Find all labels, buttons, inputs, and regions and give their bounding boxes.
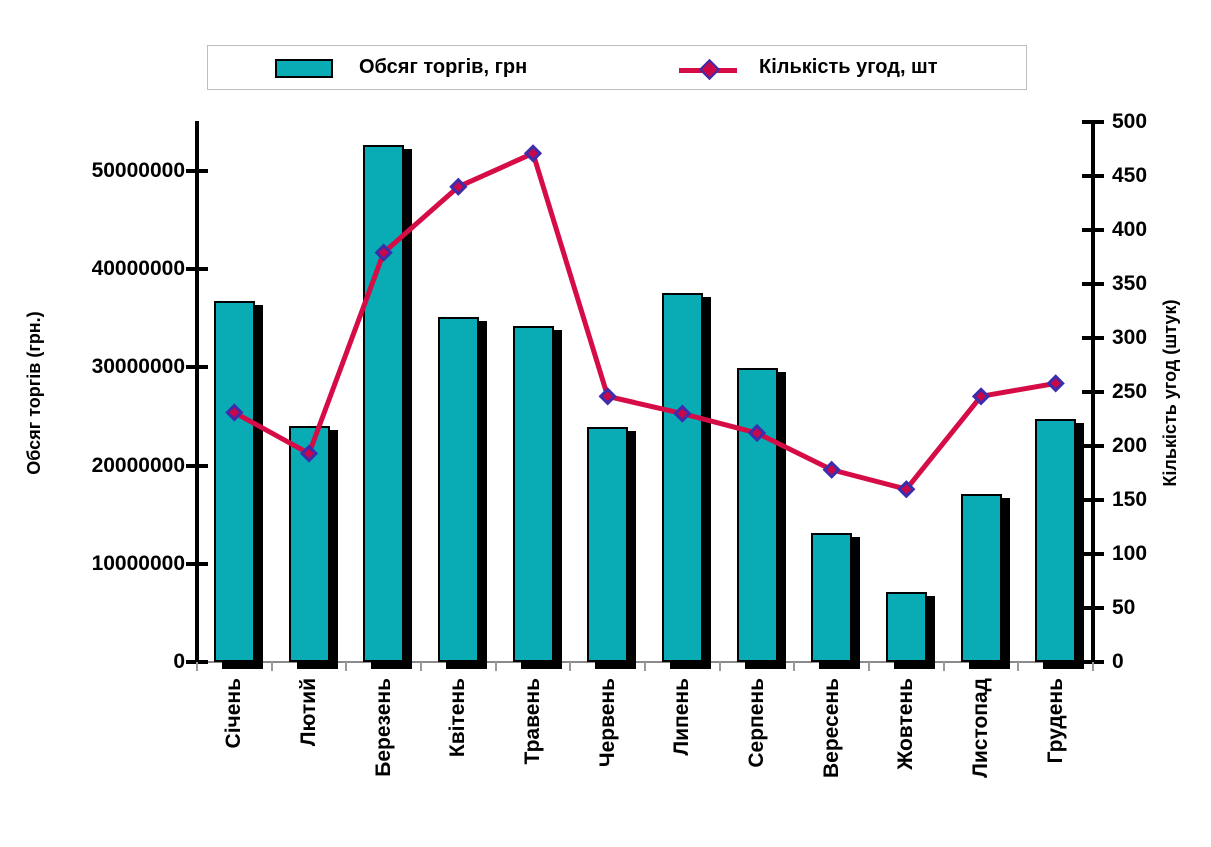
right-tick-label: 200 xyxy=(1112,434,1148,457)
category-tick xyxy=(793,662,796,671)
volume-bar xyxy=(736,368,778,662)
right-axis-tick xyxy=(1082,336,1104,340)
right-axis-tick xyxy=(1082,444,1104,448)
category-tick xyxy=(494,662,497,671)
category-tick xyxy=(345,662,348,671)
deals-marker xyxy=(523,144,543,163)
deals-marker xyxy=(449,177,468,196)
category-tick xyxy=(942,662,945,671)
right-axis-tick xyxy=(1082,390,1104,394)
volume-bar xyxy=(1035,419,1077,662)
deals-marker xyxy=(374,243,393,262)
deals-marker xyxy=(822,460,841,479)
left-axis-tick xyxy=(186,561,208,566)
left-tick-label: 10000000 xyxy=(91,551,185,575)
volume-bar xyxy=(437,317,479,662)
left-tick-label: 30000000 xyxy=(91,355,185,379)
volume-bar xyxy=(960,494,1002,662)
category-tick xyxy=(420,662,422,671)
left-axis-tick xyxy=(186,169,208,174)
left-axis-tick xyxy=(186,463,208,468)
legend-label-deals: Кількість угод, шт xyxy=(759,56,938,78)
right-tick-label: 0 xyxy=(1112,650,1124,673)
volume-bar xyxy=(885,592,927,662)
right-tick-label: 50 xyxy=(1112,596,1136,619)
category-tick xyxy=(569,662,572,671)
deals-marker xyxy=(673,404,692,423)
left-tick-label: 40000000 xyxy=(91,257,185,281)
right-tick-label: 300 xyxy=(1112,326,1148,349)
deals-marker xyxy=(1046,374,1065,393)
volume-bar xyxy=(661,292,703,662)
bar-swatch-icon xyxy=(275,59,333,78)
right-tick-label: 150 xyxy=(1112,488,1148,511)
deals-marker xyxy=(747,423,767,443)
category-tick xyxy=(868,662,870,671)
deals-marker xyxy=(299,444,319,463)
right-tick-label: 450 xyxy=(1112,164,1148,187)
right-axis-tick xyxy=(1082,606,1104,610)
category-tick xyxy=(196,662,198,671)
left-tick-label: 50000000 xyxy=(91,159,185,183)
right-tick-label: 350 xyxy=(1112,272,1148,295)
right-axis-tick xyxy=(1082,228,1104,232)
category-tick xyxy=(1017,662,1020,671)
volume-bar xyxy=(288,426,330,662)
chart-legend: Обсяг торгів, грн Кількість угод, шт xyxy=(207,45,1027,90)
category-tick xyxy=(1092,662,1094,671)
deals-marker xyxy=(897,480,916,499)
left-tick-label: 20000000 xyxy=(91,453,185,477)
volume-bar xyxy=(811,533,853,662)
right-axis-tick xyxy=(1082,120,1104,124)
left-tick-label: 0 xyxy=(173,650,185,673)
right-tick-label: 500 xyxy=(1112,110,1148,133)
category-tick xyxy=(644,662,646,671)
category-tick xyxy=(270,662,273,671)
right-tick-label: 100 xyxy=(1112,542,1148,565)
left-axis-line xyxy=(195,121,199,664)
right-axis-tick xyxy=(1082,174,1104,178)
right-axis-tick xyxy=(1082,498,1104,502)
volume-bar xyxy=(587,427,629,662)
right-tick-label: 250 xyxy=(1112,380,1148,403)
left-axis-tick xyxy=(186,365,208,370)
volume-bar xyxy=(512,326,554,662)
right-tick-label: 400 xyxy=(1112,218,1148,241)
right-axis-tick xyxy=(1082,552,1104,556)
right-axis-tick xyxy=(1082,282,1104,286)
deals-marker xyxy=(598,387,617,406)
volume-bar xyxy=(213,300,255,662)
legend-label-volume: Обсяг торгів, грн xyxy=(359,56,528,78)
volume-bar xyxy=(363,144,405,662)
left-axis-tick xyxy=(186,267,208,272)
deals-line xyxy=(233,150,1057,492)
deals-marker xyxy=(225,403,244,422)
category-tick xyxy=(718,662,721,671)
deals-marker xyxy=(971,387,991,406)
